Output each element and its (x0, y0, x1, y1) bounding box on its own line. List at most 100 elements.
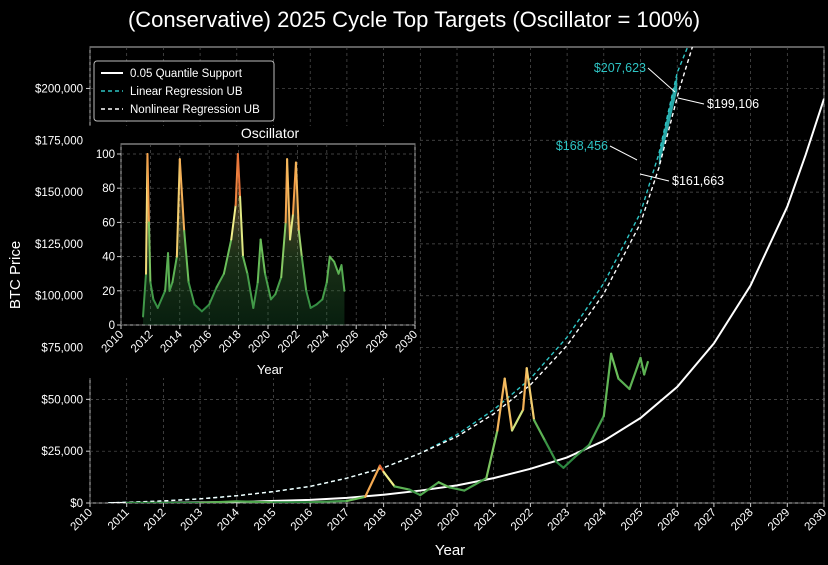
btc-price-segment (408, 488, 422, 497)
inset-oscillator-segment (280, 221, 287, 279)
inset-oscillator-segment (246, 272, 255, 309)
btc-price-segment (437, 481, 451, 489)
inset-oscillator-segment (242, 255, 249, 275)
btc-price-segment (448, 486, 466, 492)
annotation-label: $161,663 (672, 174, 724, 188)
inset-oscillator-segment (252, 281, 259, 309)
btc-price-segment (610, 352, 620, 380)
inset-oscillator-segment (187, 281, 196, 306)
btc-price-segment (628, 356, 642, 391)
inset-oscillator-segment (215, 272, 225, 289)
btc-price-segment (617, 377, 631, 391)
inset-oscillator-segment (321, 281, 328, 301)
inset-oscillator-segment (147, 221, 152, 284)
btc-price-segment (510, 408, 525, 432)
btc-price-segment (521, 367, 528, 411)
inset-oscillator-segment (256, 238, 262, 284)
inset-oscillator-segment (149, 281, 155, 301)
inset-oscillator-segment (230, 204, 237, 241)
inset-oscillator-segment (239, 195, 245, 258)
inset-oscillator-segment (297, 229, 303, 258)
inset-oscillator-segment (300, 255, 308, 292)
inset-oscillator-segment (142, 272, 147, 318)
inset-oscillator-segment (178, 158, 186, 232)
target-band-fill (658, 72, 678, 168)
btc-price-segment (496, 377, 506, 432)
btc-price-segment (345, 495, 367, 503)
inset-x-axis-label: Year (257, 362, 284, 377)
inset-oscillator-segment (305, 289, 312, 309)
inset-oscillator-segment (222, 238, 233, 275)
legend-label-linear: Linear Regression UB (130, 86, 243, 98)
inset-oscillator-segment (274, 276, 283, 296)
main-y-tick-label: $100,000 (35, 291, 83, 303)
btc-price-segment (503, 377, 514, 432)
inset-oscillator-segment (156, 289, 167, 309)
btc-price-segment (309, 499, 348, 503)
chart-title: (Conservative) 2025 Cycle Top Targets (O… (128, 7, 700, 32)
btc-price-segment (235, 500, 275, 503)
legend-label-quantile: 0.05 Quantile Support (130, 68, 243, 80)
inset-y-tick-label: 20 (102, 286, 115, 298)
main-y-axis-label: BTC Price (7, 241, 24, 309)
inset-title: Oscillator (241, 125, 300, 141)
btc-price-segment (543, 439, 558, 463)
inset-oscillator-segment (294, 161, 300, 232)
inset-oscillator-segment (200, 303, 211, 313)
inset-oscillator-segment (289, 212, 294, 241)
inset-oscillator-series (142, 153, 346, 325)
annotation-label: $207,623 (594, 61, 646, 75)
inset-oscillator-segment (264, 272, 272, 301)
main-series (108, 47, 824, 503)
btc-price-segment (199, 500, 238, 503)
main-y-tick-label: $75,000 (41, 343, 83, 355)
annotation-arrow (639, 173, 670, 182)
btc-price-segment (364, 464, 382, 498)
inset-y-axis: 0 20 40 60 80 100 (96, 149, 121, 332)
annotation-label: $168,456 (556, 139, 608, 153)
btc-price-segment (525, 367, 536, 422)
btc-price-segment (562, 456, 576, 469)
btc-price-segment (602, 352, 613, 418)
main-y-tick-label: $0 (70, 498, 83, 510)
inset-oscillator-segment (236, 153, 242, 198)
annotation-arrow (647, 67, 676, 93)
main-x-axis-label: Year (435, 542, 465, 559)
inset-y-tick-label: 60 (102, 217, 115, 229)
inset-oscillator-segment (183, 229, 190, 284)
inset-y-tick-label: 100 (96, 149, 115, 161)
inset-oscillator-segment (340, 264, 346, 292)
btc-price-segment (378, 464, 385, 474)
inset-oscillator-segment (325, 255, 331, 284)
inset-oscillator-segment (152, 298, 159, 309)
inset-oscillator-segment (333, 260, 340, 275)
inset-oscillator-segment (146, 153, 150, 224)
main-y-tick-label: $50,000 (41, 394, 83, 406)
main-y-axis: $0 $25,000 $50,000 $75,000 $100,000 $125,000 $… (35, 83, 90, 510)
main-y-tick-label: $25,000 (41, 446, 83, 458)
btc-price-segment (393, 485, 411, 491)
inset-oscillator-segment (328, 255, 336, 263)
btc-price-segment (643, 360, 649, 376)
target-band (658, 72, 678, 168)
btc-price-segment (485, 429, 499, 480)
inset-oscillator-segment (168, 281, 174, 292)
inset-oscillator-segment (309, 303, 318, 309)
btc-price-segment (463, 477, 488, 492)
main-y-tick-label: $175,000 (35, 135, 83, 147)
inset-oscillator-segment (167, 252, 171, 292)
main-y-tick-label: $150,000 (35, 187, 83, 199)
annotation-arrow (677, 97, 705, 105)
series-0-05-quantile-support (108, 98, 824, 503)
btc-price-segment (588, 414, 605, 447)
btc-price-segment (639, 356, 646, 376)
btc-price-segment (382, 470, 396, 488)
legend-box (93, 60, 275, 122)
series-nonlinear-regression-ub (108, 47, 694, 503)
main-y-tick-label: $200,000 (35, 83, 83, 95)
inset-oscillator-segment (286, 158, 292, 241)
inset-y-tick-label: 40 (102, 252, 115, 264)
legend: 0.05 Quantile Support Linear Regression … (93, 60, 275, 122)
